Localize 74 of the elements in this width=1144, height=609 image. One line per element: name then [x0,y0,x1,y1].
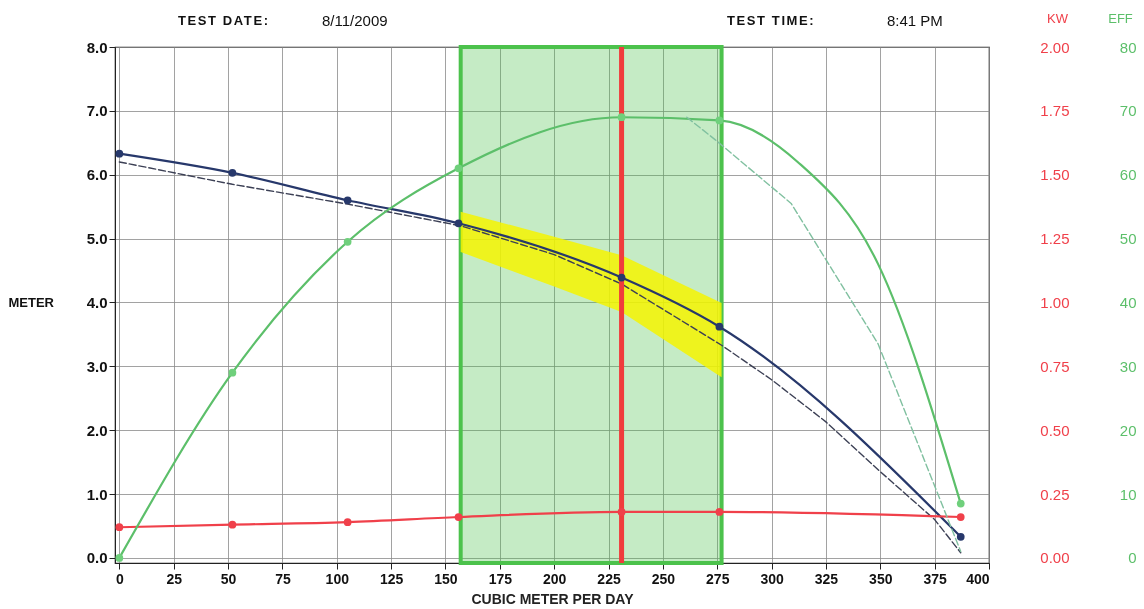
point [617,273,626,282]
x-tick-label: 275 [706,570,730,587]
y2-tick-label: 0.75 [1040,357,1070,375]
y3-tick-label: 30 [1119,357,1137,375]
point [228,168,237,177]
y-tick-label: 7.0 [86,102,108,120]
x-tick-label: 375 [923,570,948,587]
y3-tick-label: 10 [1119,485,1137,503]
y-tick-label: 5.0 [86,230,108,248]
x-tick-label: 175 [488,570,513,587]
y3-tick-label: 0 [1128,549,1137,567]
y-tick-label: 8.0 [86,38,108,56]
point [343,237,352,246]
line-series [686,116,962,553]
y3-axis-title: EFF [1108,10,1133,26]
x-tick-label: 400 [966,570,990,587]
point [956,513,965,521]
y3-tick-label: 20 [1119,421,1137,439]
point [115,149,124,158]
point [715,116,724,125]
x-tick-label: 0 [115,570,124,587]
y-tick-label: 6.0 [86,166,108,184]
x-tick-label: 150 [434,570,458,587]
y-tick-label: 1.0 [86,485,108,503]
text: TEST TIME: [727,12,816,30]
y2-tick-label: 0.00 [1040,549,1070,567]
point [454,164,463,173]
point [715,508,724,516]
y3-tick-label: 60 [1119,166,1137,184]
x-tick-label: 75 [275,570,291,587]
y-tick-label: 3.0 [86,357,108,375]
y2-tick-label: 1.50 [1040,166,1070,184]
point [343,196,352,205]
text: 8/11/2009 [322,12,388,30]
point [454,219,463,228]
y2-tick-label: 0.50 [1040,421,1070,439]
point [956,499,965,508]
y-tick-label: 4.0 [86,293,108,311]
point [617,113,626,122]
y2-tick-label: 2.00 [1040,38,1070,56]
x-tick-label: 50 [220,570,237,587]
y2-tick-label: 1.00 [1040,293,1070,311]
point [617,508,626,516]
text: TEST DATE: [178,12,270,30]
x-tick-label: 350 [869,570,893,587]
x-tick-label: 300 [760,570,784,587]
x-tick-label: 200 [542,570,567,587]
point [454,513,463,521]
point [115,523,124,532]
y2-tick-label: 0.25 [1040,485,1070,503]
y-tick-label: 2.0 [86,421,108,439]
x-tick-label: 125 [379,570,404,587]
text: 8:41 PM [887,12,943,30]
x-tick-label: 250 [651,570,676,587]
point [228,520,237,529]
point [715,322,724,331]
point [343,518,352,526]
x-tick-label: 100 [325,570,350,587]
y2-axis-title: KW [1047,10,1069,26]
point [115,554,124,562]
point [956,532,965,541]
y2-tick-label: 1.25 [1040,230,1070,248]
y2-tick-label: 1.75 [1040,102,1070,120]
y-tick-label: 0.0 [86,549,108,567]
x-tick-label: 225 [597,570,621,587]
y-axis-title: METER [8,294,55,310]
y3-tick-label: 40 [1119,293,1137,311]
x-tick-label: 25 [166,570,183,587]
point [228,368,237,377]
y3-tick-label: 50 [1119,230,1137,248]
x-axis-title: CUBIC METER PER DAY [471,590,635,607]
y3-tick-label: 70 [1119,102,1137,120]
x-tick-label: 325 [814,570,839,587]
y3-tick-label: 80 [1119,38,1137,56]
